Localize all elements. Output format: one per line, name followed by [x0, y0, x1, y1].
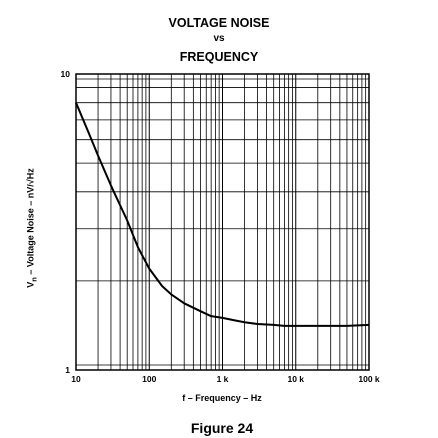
x-axis-label: f – Frequency – Hz [182, 393, 262, 403]
plot-frame [75, 73, 370, 371]
x-tick-label: 100 [142, 374, 156, 384]
x-tick-label: 10 k [287, 374, 304, 384]
x-tick-label: 10 [71, 374, 81, 384]
y-tick-label: 10 [61, 69, 71, 79]
chart-title-line-3: FREQUENCY [179, 50, 259, 64]
chart-title-line-1: VOLTAGE NOISE [168, 16, 270, 30]
figure-caption: Figure 24 [190, 420, 254, 436]
x-tick-label: 1 k [217, 374, 229, 384]
series-line-1 [75, 102, 370, 327]
chart-title-line-2: vs [213, 33, 225, 44]
x-tick-label: 100 k [358, 374, 380, 384]
y-tick-label: 1 [65, 365, 70, 375]
